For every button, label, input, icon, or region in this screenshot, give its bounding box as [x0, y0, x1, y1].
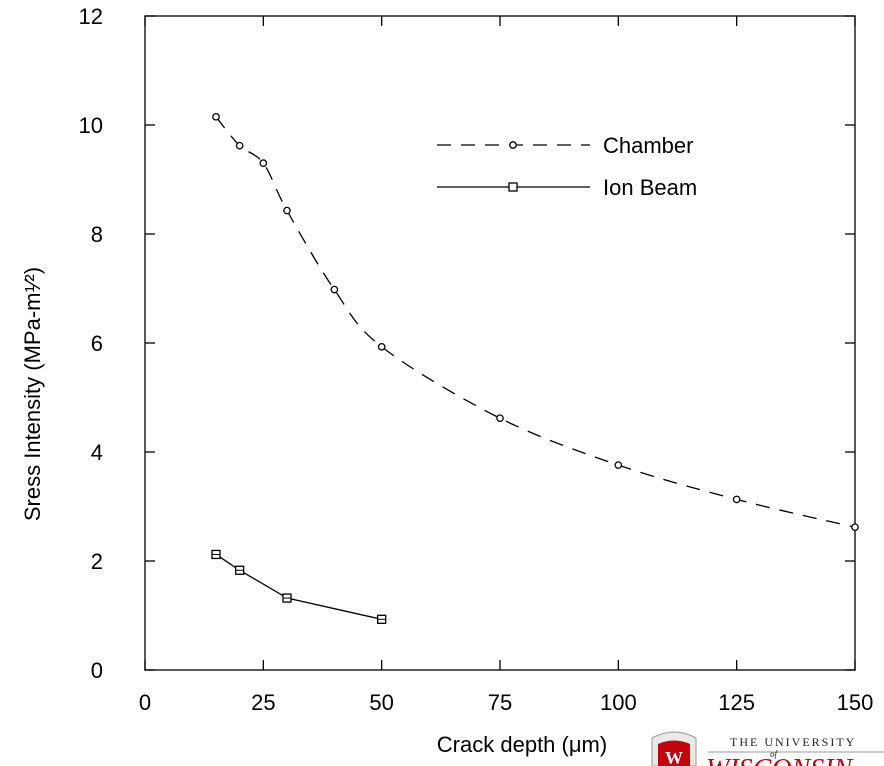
plot-frame [144, 15, 856, 671]
data-point-chamber [235, 141, 244, 150]
y-axis-title: Sress Intensity (MPa-m¹⁄²) [20, 267, 45, 521]
legend-label-ion-beam: Ion Beam [603, 175, 697, 200]
x-tick-label: 100 [600, 690, 637, 715]
logo-text-of: of [770, 749, 779, 759]
legend-item-chamber: Chamber [437, 133, 693, 158]
x-tick-label: 125 [718, 690, 755, 715]
logo-text-top: THE UNIVERSITY [730, 735, 856, 749]
axis-ticks: 0 25 50 75 100 125 150 0 2 4 6 8 10 12 [79, 4, 874, 715]
y-tick-label: 8 [91, 222, 103, 247]
series-line-chamber [215, 116, 856, 528]
x-tick-label: 50 [369, 690, 393, 715]
university-logo: W THE UNIVERSITY of WISCONSIN [651, 731, 884, 766]
logo-text-main: WISCONSIN [706, 754, 854, 766]
svg-text:W: W [665, 748, 683, 766]
series-layer [211, 112, 859, 624]
y-tick-label: 12 [79, 4, 103, 29]
x-tick-label: 25 [251, 690, 275, 715]
series-ion-beam [211, 549, 387, 624]
legend-marker-ion-beam [508, 182, 518, 192]
data-point-chamber [212, 112, 220, 121]
legend-marker-chamber [509, 141, 517, 149]
x-tick-label: 0 [139, 690, 151, 715]
legend: Chamber Ion Beam [437, 133, 697, 200]
data-point-chamber [330, 285, 339, 294]
plot-area-border [144, 15, 856, 671]
data-point-chamber [496, 414, 504, 423]
series-line-ion-beam [215, 553, 382, 620]
x-tick-label: 75 [488, 690, 512, 715]
y-tick-label: 2 [91, 549, 103, 574]
x-axis-title: Crack depth (μm) [437, 732, 607, 757]
data-point-chamber [851, 523, 859, 532]
y-tick-label: 6 [91, 331, 103, 356]
data-point-chamber [614, 461, 623, 469]
series-chamber [212, 112, 859, 532]
x-tick-label: 150 [837, 690, 874, 715]
data-point-chamber [732, 495, 741, 504]
y-tick-label: 4 [91, 440, 103, 465]
legend-label-chamber: Chamber [603, 133, 693, 158]
data-point-chamber [283, 206, 291, 215]
data-point-chamber [259, 159, 268, 167]
y-tick-label: 10 [79, 113, 103, 138]
y-tick-label: 0 [91, 658, 103, 683]
legend-item-ion-beam: Ion Beam [437, 175, 697, 200]
crest-icon: W [651, 731, 697, 766]
data-point-chamber [377, 342, 386, 351]
